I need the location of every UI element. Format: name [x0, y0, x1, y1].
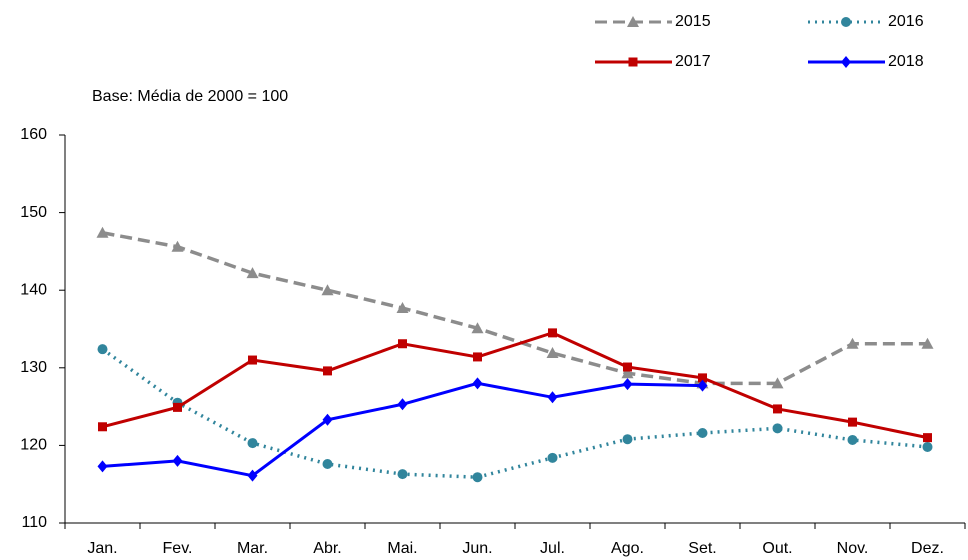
point: [246, 267, 259, 279]
point: [323, 366, 332, 376]
point: [171, 240, 184, 252]
point: [546, 347, 559, 359]
x-tick-label: Out.: [762, 540, 792, 557]
point: [547, 391, 558, 404]
point: [621, 367, 634, 379]
x-tick-label: Set.: [688, 540, 716, 557]
point: [321, 284, 334, 296]
point: [922, 441, 933, 452]
point: [98, 422, 107, 432]
legend-label: 2018: [888, 53, 924, 70]
point: [923, 433, 932, 443]
y-tick-label: 120: [20, 437, 47, 454]
x-tick-label: Ago.: [611, 540, 644, 557]
y-tick-label: 110: [21, 514, 47, 531]
point: [172, 454, 183, 467]
series-line: [102, 231, 928, 386]
point: [697, 379, 708, 392]
point: [397, 469, 408, 480]
x-tick-label: Mar.: [237, 540, 268, 557]
series-line: [102, 331, 928, 440]
x-tick-label: Mai.: [387, 540, 417, 557]
point: [397, 398, 408, 411]
point: [398, 339, 407, 349]
x-tick-label: Fev.: [163, 540, 193, 557]
point: [921, 337, 934, 349]
point: [472, 377, 483, 390]
point: [772, 423, 783, 434]
point: [846, 337, 859, 349]
point: [247, 438, 258, 449]
point: [548, 328, 557, 338]
legend-label: 2016: [888, 13, 924, 30]
point: [841, 56, 851, 68]
point: [623, 362, 632, 372]
x-tick-label: Nov.: [837, 540, 869, 557]
point: [847, 434, 858, 445]
y-tick-label: 130: [20, 359, 47, 376]
legend-label: 2017: [675, 53, 711, 70]
point: [622, 434, 633, 445]
x-tick-label: Jul.: [540, 540, 565, 557]
y-tick-label: 160: [20, 126, 47, 143]
point: [622, 378, 633, 391]
point: [173, 402, 182, 412]
point: [96, 226, 109, 238]
point: [771, 377, 784, 389]
legend-label: 2015: [675, 13, 711, 30]
point: [322, 459, 333, 470]
chart-subtitle: Base: Média de 2000 = 100: [92, 88, 288, 105]
point: [248, 355, 257, 365]
point: [472, 472, 483, 483]
point: [698, 373, 707, 383]
point: [547, 452, 558, 463]
point: [396, 302, 409, 314]
point: [627, 16, 639, 27]
point: [697, 427, 708, 438]
point: [848, 417, 857, 427]
point: [471, 322, 484, 334]
y-tick-label: 150: [20, 204, 47, 221]
x-tick-label: Dez.: [911, 540, 944, 557]
point: [841, 17, 851, 27]
point: [247, 469, 258, 482]
point: [97, 460, 108, 473]
x-tick-label: Jun.: [462, 540, 492, 557]
x-tick-label: Jan.: [87, 540, 117, 557]
point: [773, 404, 782, 414]
point: [97, 344, 108, 355]
point: [473, 352, 482, 362]
x-tick-label: Abr.: [313, 540, 341, 557]
point: [322, 413, 333, 426]
point: [628, 57, 638, 67]
y-tick-label: 140: [20, 281, 47, 298]
